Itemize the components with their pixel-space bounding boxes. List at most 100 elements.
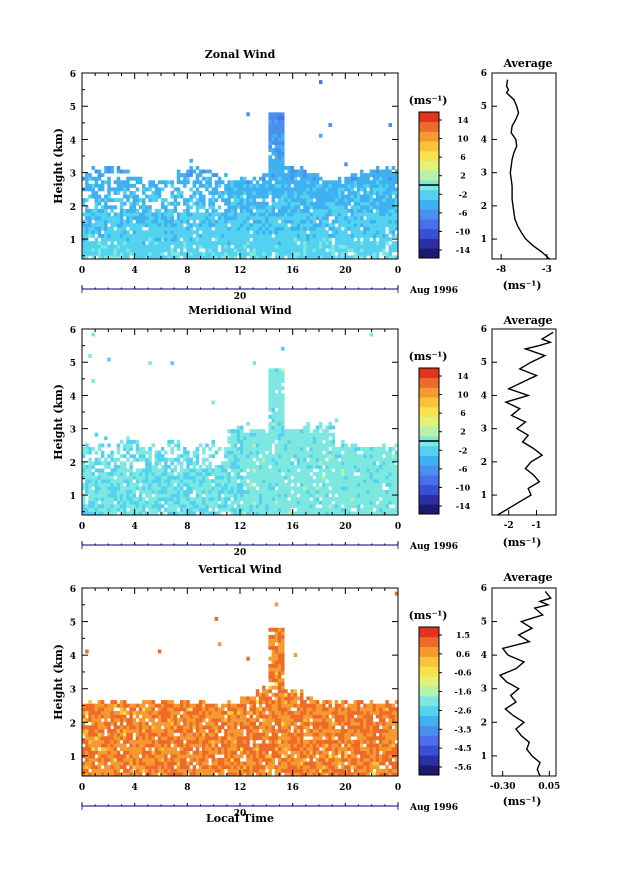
heatmap-cell: [173, 255, 178, 260]
heatmap-cell: [284, 475, 288, 480]
heatmap-cell: [110, 743, 114, 748]
heatmap-cell: [287, 511, 291, 516]
heatmap-cell: [274, 255, 279, 260]
heatmap-cell: [170, 754, 174, 759]
heatmap-cell: [157, 482, 162, 487]
heatmap-cell: [366, 486, 370, 491]
heatmap-cell: [110, 700, 114, 704]
heatmap-cell: [151, 750, 155, 755]
heatmap-cell: [82, 219, 86, 224]
heatmap-cell: [366, 493, 370, 498]
heatmap-cell: [309, 176, 313, 181]
heatmap-cell: [116, 187, 121, 192]
heatmap-cell: [236, 198, 241, 203]
heatmap-cell: [290, 194, 295, 199]
heatmap-cell: [119, 754, 124, 759]
heatmap-cell: [157, 223, 162, 228]
heatmap-cell: [350, 173, 355, 178]
heatmap-cell: [221, 464, 225, 469]
heatmap-cell: [113, 255, 118, 260]
heatmap-cell: [227, 198, 231, 203]
heatmap-cell: [176, 251, 181, 256]
heatmap-cell: [268, 144, 272, 149]
heatmap-cell: [176, 493, 181, 498]
heatmap-cell: [277, 180, 282, 185]
heatmap-cell: [382, 443, 386, 448]
heatmap-cell: [375, 475, 380, 480]
heatmap-cell: [135, 219, 140, 224]
heatmap-cell: [388, 180, 392, 185]
heatmap-cell: [255, 201, 260, 206]
heatmap-cell: [186, 205, 190, 210]
heatmap-cell: [224, 464, 228, 469]
heatmap-cell: [119, 226, 124, 231]
heatmap-cell: [312, 223, 317, 228]
heatmap-cell: [284, 251, 288, 256]
heatmap-cell: [205, 219, 209, 224]
heatmap-cell: [350, 482, 355, 487]
heatmap-cell: [262, 450, 266, 455]
heatmap-cell: [366, 489, 370, 494]
heatmap-cell: [94, 504, 99, 509]
heatmap-cell: [322, 443, 326, 448]
heatmap-cell: [107, 479, 111, 484]
heatmap-cell: [252, 468, 257, 473]
colorbar-tick-label: 2: [460, 171, 466, 181]
heatmap-cell: [170, 703, 174, 708]
heatmap-cell: [107, 772, 111, 777]
heatmap-cell: [217, 219, 222, 224]
heatmap-cell: [135, 439, 140, 444]
heatmap-cell: [372, 511, 377, 516]
heatmap-cell: [135, 507, 140, 512]
heatmap-cell: [195, 198, 200, 203]
heatmap-cell: [186, 244, 190, 249]
heatmap-cell: [303, 507, 307, 512]
heatmap-cell: [217, 511, 222, 516]
heatmap-cell: [202, 255, 206, 260]
heatmap-cell: [240, 493, 244, 498]
heatmap-cell: [230, 439, 234, 444]
heatmap-cell: [296, 457, 301, 462]
heatmap-cell: [262, 233, 266, 238]
heatmap-cell: [249, 255, 253, 260]
heatmap-cell: [97, 732, 102, 737]
heatmap-cell: [363, 450, 367, 455]
heatmap-cell: [217, 475, 222, 480]
heatmap-cell: [161, 497, 165, 501]
heatmap-cell: [161, 233, 165, 238]
heatmap-cell: [356, 183, 361, 188]
heatmap-cell: [375, 176, 380, 181]
heatmap-cell: [142, 739, 146, 744]
heatmap-cell: [385, 482, 389, 487]
heatmap-cell: [227, 439, 231, 444]
heatmap-cell: [309, 219, 313, 224]
heatmap-cell: [315, 216, 320, 220]
heatmap-cell: [110, 707, 114, 712]
heatmap-cell: [161, 244, 165, 249]
heatmap-cell: [331, 472, 336, 476]
heatmap-cell: [195, 226, 200, 231]
heatmap-cell: [82, 732, 86, 737]
heatmap-cell: [233, 439, 238, 444]
heatmap-cell: [176, 443, 181, 448]
heatmap-cell: [325, 429, 329, 434]
heatmap-cell: [94, 729, 99, 733]
heatmap-cell: [249, 486, 253, 491]
heatmap-cell: [221, 219, 225, 224]
heatmap-cell: [265, 226, 269, 231]
heatmap-cell: [258, 482, 263, 487]
heatmap-cell: [268, 382, 272, 387]
heatmap-cell: [369, 507, 374, 512]
heatmap-cell: [375, 479, 380, 484]
heatmap-cell: [230, 205, 234, 210]
heatmap-cell: [350, 237, 355, 242]
heatmap-cell: [113, 212, 118, 217]
heatmap-cell: [274, 472, 279, 476]
heatmap-cell: [341, 468, 345, 473]
heatmap-cell: [353, 486, 358, 491]
heatmap-cell: [274, 475, 279, 480]
heatmap-cell: [287, 468, 291, 473]
heatmap-cell: [394, 194, 399, 199]
heatmap-cell: [243, 212, 247, 217]
heatmap-cell: [382, 464, 386, 469]
